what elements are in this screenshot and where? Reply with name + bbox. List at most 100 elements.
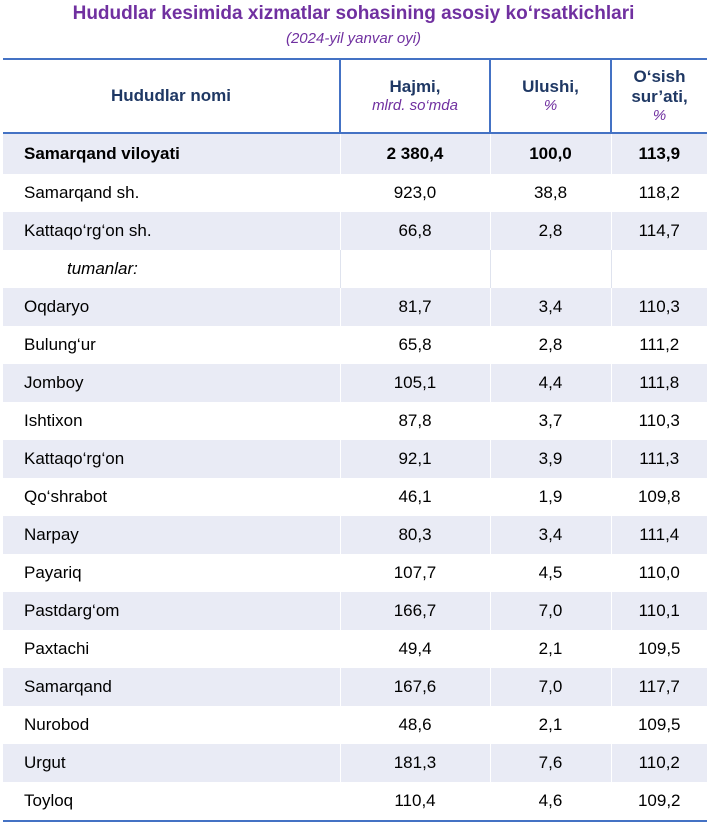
cell-name: Narpay	[3, 516, 340, 554]
table-row: Jomboy 105,1 4,4 111,8	[3, 364, 707, 402]
cell-growth: 109,8	[610, 478, 707, 516]
cell-volume: 49,4	[339, 630, 490, 668]
table-row: Ishtixon 87,8 3,7 110,3	[3, 402, 707, 440]
cell-growth: 111,2	[610, 326, 707, 364]
cell-volume: 66,8	[339, 212, 490, 250]
cell-name: Samarqand viloyati	[3, 133, 340, 174]
cell-growth: 110,1	[610, 592, 707, 630]
page-title: Hududlar kesimida xizmatlar sohasining a…	[72, 3, 635, 24]
cell-growth: 111,3	[610, 440, 707, 478]
cell-name: Pastdarg‘om	[3, 592, 340, 630]
cell-name: Qo‘shrabot	[3, 478, 340, 516]
table-row: Oqdaryo 81,7 3,4 110,3	[3, 288, 707, 326]
header-share-label: Ulushi,	[522, 77, 579, 96]
cell-name: Kattaqo‘rg‘on sh.	[3, 212, 340, 250]
cell-share: 2,1	[489, 706, 611, 744]
cell-volume: 46,1	[339, 478, 490, 516]
header-volume-label: Hajmi,	[389, 77, 441, 96]
cell-name: Ishtixon	[3, 402, 340, 440]
cell-growth: 109,2	[610, 782, 707, 822]
cell-name: Urgut	[3, 744, 340, 782]
cell-share: 1,9	[489, 478, 611, 516]
table-row: Toyloq 110,4 4,6 109,2	[3, 782, 707, 822]
header-share-unit: %	[543, 97, 558, 114]
header-volume-unit: mlrd. so‘mda	[372, 97, 458, 114]
cell-share: 38,8	[489, 174, 611, 212]
cell-share: 3,4	[489, 288, 611, 326]
cell-share: 7,6	[489, 744, 611, 782]
cell-volume: 110,4	[339, 782, 490, 822]
cell-volume: 81,7	[339, 288, 490, 326]
cell-name: Paxtachi	[3, 630, 340, 668]
table-header-row: Hududlar nomi Hajmi, mlrd. so‘mda Ulushi…	[3, 58, 707, 134]
cell-share: 4,6	[489, 782, 611, 822]
header-name-label: Hududlar nomi	[111, 86, 231, 105]
cell-share	[489, 250, 611, 288]
header-share: Ulushi, %	[489, 58, 611, 134]
table-row: Urgut 181,3 7,6 110,2	[3, 744, 707, 782]
cell-growth: 110,0	[610, 554, 707, 592]
header-name: Hududlar nomi	[3, 58, 340, 134]
page-subtitle: (2024-yil yanvar oyi)	[285, 30, 422, 47]
cell-name: Jomboy	[3, 364, 340, 402]
cell-name: tumanlar:	[3, 250, 340, 288]
cell-share: 3,9	[489, 440, 611, 478]
cell-growth: 110,3	[610, 288, 707, 326]
cell-share: 4,5	[489, 554, 611, 592]
cell-growth: 109,5	[610, 630, 707, 668]
table-row: Kattaqo‘rg‘on 92,1 3,9 111,3	[3, 440, 707, 478]
cell-volume: 167,6	[339, 668, 490, 706]
cell-share: 4,4	[489, 364, 611, 402]
cell-growth: 111,8	[610, 364, 707, 402]
cell-share: 7,0	[489, 592, 611, 630]
cell-volume: 65,8	[339, 326, 490, 364]
cell-name: Bulung‘ur	[3, 326, 340, 364]
cell-name: Samarqand	[3, 668, 340, 706]
cell-share: 2,8	[489, 326, 611, 364]
cell-share: 2,1	[489, 630, 611, 668]
cell-share: 3,7	[489, 402, 611, 440]
cell-growth: 114,7	[610, 212, 707, 250]
cell-growth: 111,4	[610, 516, 707, 554]
cell-name: Toyloq	[3, 782, 340, 822]
table-row: Qo‘shrabot 46,1 1,9 109,8	[3, 478, 707, 516]
table-row: Narpay 80,3 3,4 111,4	[3, 516, 707, 554]
cell-volume: 166,7	[339, 592, 490, 630]
cell-name: Kattaqo‘rg‘on	[3, 440, 340, 478]
cell-volume: 48,6	[339, 706, 490, 744]
table-row: Paxtachi 49,4 2,1 109,5	[3, 630, 707, 668]
cell-volume: 181,3	[339, 744, 490, 782]
cell-growth: 110,3	[610, 402, 707, 440]
header-growth: O‘sish sur’ati, %	[610, 58, 707, 134]
table-body: Samarqand viloyati 2 380,4 100,0 113,9 Samar…	[3, 133, 707, 822]
cell-volume: 923,0	[339, 174, 490, 212]
table-row: Samarqand 167,6 7,0 117,7	[3, 668, 707, 706]
cell-name: Samarqand sh.	[3, 174, 340, 212]
header-volume: Hajmi, mlrd. so‘mda	[339, 58, 490, 134]
cell-growth	[610, 250, 707, 288]
cell-volume: 105,1	[339, 364, 490, 402]
table-row: Samarqand sh. 923,0 38,8 118,2	[3, 174, 707, 212]
cell-volume	[339, 250, 490, 288]
table-row: Nurobod 48,6 2,1 109,5	[3, 706, 707, 744]
services-table: Hududlar nomi Hajmi, mlrd. so‘mda Ulushi…	[3, 58, 707, 822]
cell-growth: 113,9	[610, 133, 707, 174]
cell-volume: 80,3	[339, 516, 490, 554]
table-row: Kattaqo‘rg‘on sh. 66,8 2,8 114,7	[3, 212, 707, 250]
cell-share: 100,0	[489, 133, 611, 174]
cell-growth: 118,2	[610, 174, 707, 212]
table-row: Pastdarg‘om 166,7 7,0 110,1	[3, 592, 707, 630]
cell-volume: 2 380,4	[339, 133, 490, 174]
cell-share: 2,8	[489, 212, 611, 250]
cell-growth: 110,2	[610, 744, 707, 782]
cell-name: Nurobod	[3, 706, 340, 744]
table-row-subheading: tumanlar:	[3, 250, 707, 288]
cell-share: 3,4	[489, 516, 611, 554]
table-row: Payariq 107,7 4,5 110,0	[3, 554, 707, 592]
cell-share: 7,0	[489, 668, 611, 706]
cell-growth: 117,7	[610, 668, 707, 706]
table-row-total: Samarqand viloyati 2 380,4 100,0 113,9	[3, 133, 707, 174]
cell-name: Oqdaryo	[3, 288, 340, 326]
cell-volume: 107,7	[339, 554, 490, 592]
cell-growth: 109,5	[610, 706, 707, 744]
